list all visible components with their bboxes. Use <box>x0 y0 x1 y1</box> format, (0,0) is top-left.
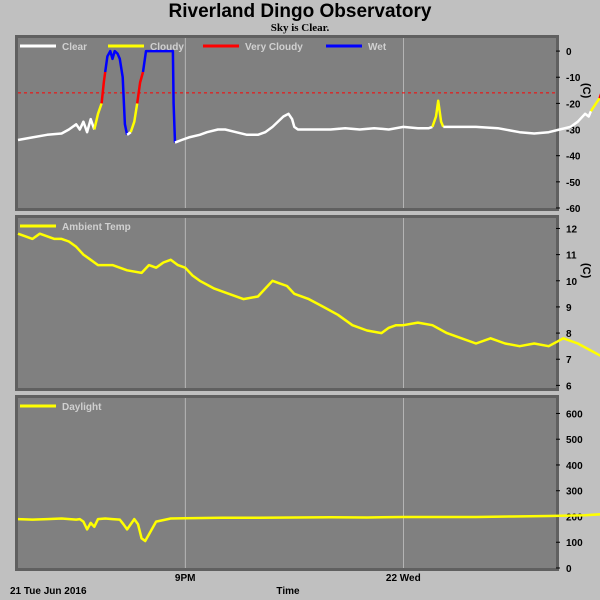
y-tick-label: -40 <box>566 152 581 163</box>
y-tick-label: 400 <box>566 461 583 472</box>
sky-temp-line-clear <box>443 110 593 135</box>
y-tick-label: -20 <box>566 99 581 110</box>
sky-temp-line-clear <box>174 112 433 144</box>
y-tick-label: 300 <box>566 487 583 498</box>
y-tick-label: 600 <box>566 409 583 420</box>
y-tick-label: -30 <box>566 126 581 137</box>
y-tick-label: 200 <box>566 512 583 523</box>
y-axis-label: (C) <box>580 263 592 279</box>
sky-status: Sky is Clear. <box>270 22 330 34</box>
daylight-panel <box>18 398 556 568</box>
x-axis-label: Time <box>276 586 300 597</box>
sky-temp-panel <box>18 38 556 208</box>
y-tick-label: 0 <box>566 564 572 575</box>
legend-label: Clear <box>62 42 87 53</box>
y-tick-label: 12 <box>566 224 578 235</box>
sky-temp-line-very-cloudy <box>100 71 107 104</box>
sky-temp-line-cloudy <box>129 103 139 133</box>
legend-label: Daylight <box>62 402 102 413</box>
y-tick-label: 500 <box>566 435 583 446</box>
sky-temp-line-clear <box>17 117 96 142</box>
y-tick-label: 9 <box>566 303 572 314</box>
y-tick-label: 8 <box>566 329 572 340</box>
y-tick-label: -60 <box>566 204 581 215</box>
y-tick-label: 7 <box>566 355 572 366</box>
sky-temp-line-wet <box>141 49 177 143</box>
sky-temp-line-cloudy <box>431 99 445 128</box>
y-tick-label: 10 <box>566 277 578 288</box>
y-tick-label: 6 <box>566 381 572 392</box>
y-tick-label: 100 <box>566 538 583 549</box>
sky-temp-line-clear <box>126 131 132 136</box>
x-tick-label: 9PM <box>175 573 196 584</box>
ambient-temp-panel <box>18 218 556 388</box>
y-tick-label: -50 <box>566 178 581 189</box>
y-tick-label: 11 <box>566 251 577 262</box>
legend-label: Ambient Temp <box>62 222 131 233</box>
sky-temp-line-very-cloudy <box>135 71 145 104</box>
legend-label: Very Cloudy <box>245 42 303 53</box>
legend-label: Wet <box>368 42 387 53</box>
date-label: 21 Tue Jun 2016 <box>10 586 87 597</box>
daylight-line <box>17 513 600 543</box>
y-axis-label: (C) <box>580 83 592 99</box>
ambient-temp-line <box>17 232 600 357</box>
page-title: Riverland Dingo Observatory <box>168 1 432 22</box>
y-tick-label: 0 <box>566 47 572 58</box>
sky-temp-line-cloudy <box>93 102 103 130</box>
sky-temp-line-cloudy <box>589 97 600 112</box>
x-tick-label: 22 Wed <box>386 573 421 584</box>
y-tick-label: -10 <box>566 73 581 84</box>
legend-label: Cloudy <box>150 42 184 53</box>
sky-temp-line-wet <box>103 49 129 136</box>
